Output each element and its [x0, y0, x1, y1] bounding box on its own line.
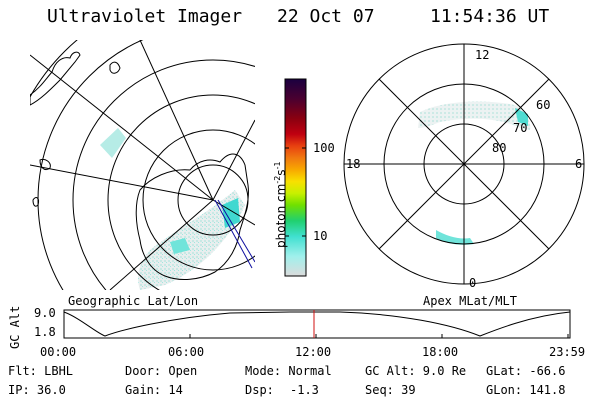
timeline-y-tick-max: 9.0 [34, 306, 56, 320]
filter-info: Flt: LBHL [8, 364, 74, 378]
aurora-oval-arc [418, 101, 531, 130]
gain-info: Gain: 14 [125, 383, 183, 397]
glon-info: GLon: 141.8 [486, 383, 566, 397]
seq-info: Seq: 39 [365, 383, 416, 397]
aurora-region [138, 190, 245, 290]
timeline-x-tick: 00:00 [40, 345, 77, 359]
glat-info: GLat: -66.6 [486, 364, 566, 378]
timeline-x-tick: 23:59 [549, 345, 586, 359]
door-info: Door: Open [125, 364, 198, 378]
coast-fragment [39, 159, 51, 171]
mode-info: Mode: Normal [245, 364, 332, 378]
mlt-label-0: 0 [469, 276, 477, 290]
date-label: 22 Oct 07 [277, 6, 375, 27]
timeline-x-tick: 18:00 [422, 345, 459, 359]
australia-coast [30, 51, 81, 106]
colorbar-tick-100: 100 [313, 141, 335, 155]
mlat-label-80: 80 [492, 141, 507, 155]
time-label: 11:54:36 UT [430, 6, 550, 27]
left-panel-label: Geographic Lat/Lon [68, 294, 199, 308]
altitude-curve [63, 311, 571, 337]
colorbar [284, 78, 307, 277]
polar-plot [343, 43, 585, 285]
altitude-timeline [63, 309, 571, 339]
coast-fragment [109, 61, 121, 74]
aurora-spot [436, 230, 474, 245]
ip-info: IP: 36.0 [8, 383, 66, 397]
timeline-x-tick: 06:00 [168, 345, 205, 359]
app-title: Ultraviolet Imager [47, 6, 243, 27]
right-panel-label: Apex MLat/MLT [423, 294, 517, 308]
gc-alt-info: GC Alt: 9.0 Re [365, 364, 467, 378]
mlt-label-18: 18 [346, 157, 361, 171]
mlat-label-70: 70 [513, 121, 528, 135]
mlt-label-12: 12 [475, 48, 490, 62]
mlt-label-6: 6 [575, 157, 583, 171]
colorbar-tick-10: 10 [313, 229, 328, 243]
coast-fragment [32, 197, 39, 207]
dsp-value: -1.3 [290, 383, 319, 397]
timeline-x-tick: 12:00 [295, 345, 332, 359]
timeline-y-label: GC Alt [8, 305, 22, 349]
colorbar-axis-label: photon cm-2s-1 [273, 161, 288, 248]
timeline-y-tick-min: 1.8 [34, 325, 56, 339]
antarctica-coast [135, 153, 249, 280]
dsp-label: Dsp: [245, 383, 274, 397]
geographic-map [30, 40, 255, 290]
aurora-spot [100, 128, 126, 158]
aurora-spot [170, 238, 190, 254]
mlat-label-60: 60 [536, 98, 551, 112]
